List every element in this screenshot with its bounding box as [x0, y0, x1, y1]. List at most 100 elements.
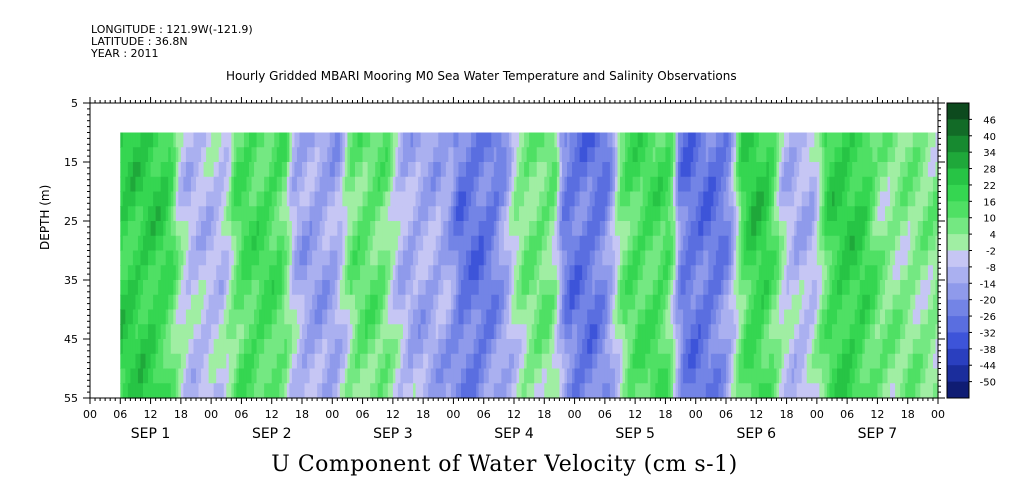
heatmap-cell: [491, 132, 495, 148]
heatmap-cell: [779, 265, 783, 281]
heatmap-cell: [809, 162, 813, 178]
heatmap-cell: [637, 191, 641, 207]
heatmap-cell: [746, 132, 750, 148]
heatmap-cell: [741, 265, 745, 281]
heatmap-cell: [726, 280, 730, 296]
heatmap-cell: [127, 191, 131, 207]
heatmap-cell: [130, 162, 134, 178]
heatmap-cell: [405, 162, 409, 178]
heatmap-cell: [163, 250, 167, 266]
heatmap-cell: [322, 280, 326, 296]
heatmap-cell: [531, 383, 535, 399]
heatmap-cell: [471, 280, 475, 296]
heatmap-cell: [700, 383, 704, 399]
heatmap-cell: [587, 353, 591, 370]
heatmap-cell: [766, 206, 770, 222]
heatmap-cell: [279, 353, 283, 370]
heatmap-cell: [521, 206, 525, 222]
heatmap-cell: [541, 191, 545, 207]
heatmap-cell: [339, 353, 343, 370]
heatmap-cell: [488, 235, 492, 252]
heatmap-cell: [718, 265, 722, 281]
heatmap-cell: [385, 132, 389, 148]
heatmap-cell: [715, 324, 720, 340]
heatmap-cell: [349, 324, 354, 340]
heatmap-cell: [420, 132, 424, 148]
heatmap-cell: [703, 280, 707, 296]
heatmap-cell: [662, 324, 667, 340]
heatmap-cell: [496, 132, 500, 148]
heatmap-cell: [622, 324, 626, 340]
heatmap-cell: [713, 309, 717, 325]
heatmap-cell: [483, 221, 487, 237]
heatmap-cell: [678, 235, 682, 252]
heatmap-cell: [243, 176, 248, 193]
heatmap-cell: [650, 147, 654, 163]
heatmap-cell: [766, 280, 770, 296]
heatmap-cell: [665, 147, 669, 163]
heatmap-cell: [731, 176, 735, 193]
heatmap-cell: [534, 162, 538, 178]
heatmap-cell: [728, 265, 732, 281]
heatmap-cell: [577, 339, 581, 355]
heatmap-cell: [387, 176, 391, 193]
heatmap-cell: [458, 235, 462, 252]
heatmap-cell: [612, 339, 616, 355]
heatmap-cell: [799, 250, 803, 266]
heatmap-cell: [125, 221, 129, 237]
heatmap-cell: [743, 353, 747, 370]
heatmap-cell: [597, 280, 601, 296]
heatmap-cell: [723, 368, 727, 384]
heatmap-cell: [678, 265, 682, 281]
heatmap-cell: [135, 368, 139, 384]
heatmap-cell: [190, 191, 195, 207]
heatmap-cell: [450, 191, 455, 207]
heatmap-cell: [400, 294, 404, 311]
heatmap-cell: [794, 294, 798, 311]
heatmap-cell: [385, 324, 389, 340]
heatmap-cell: [385, 221, 389, 237]
heatmap-cell: [614, 280, 619, 296]
heatmap-cell: [145, 176, 149, 193]
heatmap-cell: [269, 235, 273, 252]
heatmap-cell: [622, 235, 626, 252]
heatmap-cell: [160, 280, 164, 296]
heatmap-cell: [168, 280, 172, 296]
heatmap-cell: [673, 368, 677, 384]
heatmap-cell: [193, 162, 197, 178]
heatmap-cell: [173, 265, 177, 281]
heatmap-cell: [443, 309, 447, 325]
heatmap-cell: [334, 309, 338, 325]
heatmap-cell: [286, 309, 290, 325]
heatmap-cell: [577, 280, 581, 296]
heatmap-cell: [693, 265, 697, 281]
heatmap-cell: [284, 191, 288, 207]
heatmap-cell: [319, 324, 323, 340]
heatmap-cell: [531, 147, 535, 163]
heatmap-cell: [281, 147, 285, 163]
heatmap-cell: [468, 191, 472, 207]
heatmap-cell: [501, 368, 505, 384]
heatmap-cell: [296, 162, 301, 178]
heatmap-cell: [231, 235, 235, 252]
heatmap-cell: [408, 368, 412, 384]
heatmap-cell: [206, 294, 210, 311]
heatmap-cell: [203, 339, 207, 355]
heatmap-cell: [511, 132, 515, 148]
heatmap-cell: [430, 250, 434, 266]
heatmap-cell: [561, 250, 566, 266]
heatmap-cell: [655, 353, 659, 370]
heatmap-cell: [160, 235, 164, 252]
heatmap-cell: [342, 339, 346, 355]
heatmap-cell: [281, 176, 285, 193]
heatmap-cell: [622, 206, 626, 222]
heatmap-cell: [216, 191, 220, 207]
heatmap-cell: [766, 353, 770, 370]
heatmap-cell: [683, 191, 687, 207]
heatmap-cell: [385, 250, 389, 266]
heatmap-cell: [385, 368, 389, 384]
heatmap-cell: [120, 176, 124, 193]
heatmap-cell: [574, 324, 578, 340]
heatmap-cell: [599, 353, 603, 370]
heatmap-cell: [753, 191, 757, 207]
